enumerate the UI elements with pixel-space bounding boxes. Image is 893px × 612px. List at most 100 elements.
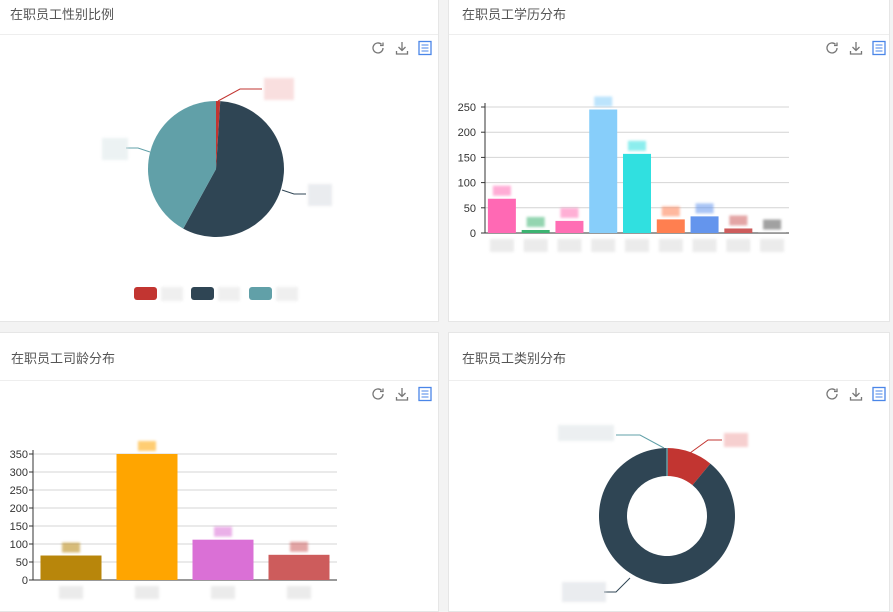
redacted-label (102, 138, 128, 160)
bar-1 (521, 229, 550, 233)
pie-slice-0 (216, 101, 221, 169)
category-label-2 (557, 239, 582, 252)
y-tick-label: 250 (10, 485, 28, 497)
y-tick-label: 250 (458, 102, 476, 114)
bar-1 (116, 454, 178, 580)
bar-value-label-4 (628, 140, 646, 151)
legend-label-0 (161, 287, 183, 301)
bar-6 (690, 216, 719, 233)
category-label-1 (135, 586, 159, 599)
download-icon[interactable] (848, 386, 864, 402)
category-label-4 (625, 239, 649, 252)
bar-value-label-6 (695, 203, 714, 214)
bar-4 (623, 153, 651, 233)
y-tick-label: 300 (10, 467, 28, 479)
data-view-icon[interactable] (871, 386, 887, 402)
bar-2 (192, 539, 254, 580)
panel-header: 在职员工司龄分布 (0, 333, 438, 381)
redacted-label (308, 184, 332, 206)
category-label-6 (692, 239, 717, 252)
panel-title: 在职员工类别分布 (462, 352, 567, 367)
bar-value-label-2 (560, 207, 579, 218)
leader-line (604, 577, 631, 593)
leader-line (126, 147, 151, 153)
legend-swatch-0 (134, 287, 157, 300)
download-icon[interactable] (848, 40, 864, 56)
bar-8 (758, 232, 787, 233)
y-tick-label: 50 (16, 557, 28, 569)
data-view-icon[interactable] (417, 40, 433, 56)
refresh-icon[interactable] (370, 40, 386, 56)
download-icon[interactable] (394, 386, 410, 402)
category-label-8 (760, 239, 785, 252)
chart-toolbox (368, 386, 438, 406)
refresh-icon[interactable] (824, 40, 840, 56)
bar-value-label-7 (729, 215, 748, 226)
y-tick-label: 50 (464, 203, 476, 215)
bar-5 (656, 219, 685, 233)
y-tick-label: 150 (458, 152, 476, 164)
category-label-1 (523, 239, 548, 252)
y-tick-label: 100 (458, 178, 476, 190)
legend-swatch-2 (249, 287, 272, 300)
refresh-icon[interactable] (824, 386, 840, 402)
category-label-0 (489, 239, 514, 252)
panel-header: 在职员工类别分布 (449, 333, 889, 381)
bar-value-label-0 (492, 185, 511, 196)
bar-value-label-0 (62, 542, 80, 553)
bar-value-label-2 (214, 526, 232, 537)
leader-line (281, 189, 306, 195)
category-label-0 (59, 586, 83, 599)
bar-0 (40, 555, 102, 580)
leader-line (689, 439, 722, 454)
y-tick-label: 100 (10, 539, 28, 551)
bar-3 (589, 109, 618, 233)
redacted-label (558, 425, 614, 441)
y-tick-label: 200 (458, 127, 476, 139)
y-tick-label: 350 (10, 449, 28, 461)
category-label-5 (658, 239, 683, 252)
y-tick-label: 150 (10, 521, 28, 533)
category-label-7 (726, 239, 751, 252)
donut-slice-0 (667, 448, 711, 486)
leader-line (217, 88, 262, 102)
bar-0 (487, 198, 516, 233)
panel-header: 在职员工性别比例 (0, 0, 438, 35)
bar-value-label-5 (661, 206, 680, 217)
bar-value-label-1 (138, 441, 156, 451)
refresh-icon[interactable] (370, 386, 386, 402)
bar-value-label-1 (526, 216, 545, 227)
data-view-icon[interactable] (871, 40, 887, 56)
panel-title: 在职员工司龄分布 (11, 352, 116, 367)
bar-value-label-8 (763, 219, 782, 230)
legend-label-2 (276, 287, 298, 301)
bar-value-label-3 (594, 96, 613, 107)
panel-header: 在职员工学历分布 (449, 0, 889, 35)
donut-slice-1 (599, 448, 736, 585)
y-tick-label: 0 (470, 228, 476, 240)
panel-title: 在职员工性别比例 (10, 8, 115, 23)
pie-slice-1 (183, 101, 284, 237)
education-panel: 在职员工学历分布 (448, 0, 890, 322)
bar-7 (724, 228, 753, 233)
bar-2 (555, 220, 584, 233)
redacted-label (264, 78, 294, 100)
category-label-3 (287, 586, 311, 599)
pie-slice-2 (147, 101, 216, 229)
bar-value-label-3 (290, 541, 308, 552)
chart-toolbox (368, 40, 438, 60)
chart-toolbox (819, 386, 889, 406)
data-view-icon[interactable] (417, 386, 433, 402)
chart-toolbox (819, 40, 889, 60)
category-label-2 (211, 586, 235, 599)
panel-title: 在职员工学历分布 (462, 8, 567, 23)
leader-line (616, 434, 665, 449)
redacted-label (562, 582, 606, 602)
y-tick-label: 0 (22, 575, 28, 587)
redacted-label (724, 433, 748, 447)
bar-3 (268, 554, 330, 580)
category-label-3 (591, 239, 616, 252)
download-icon[interactable] (394, 40, 410, 56)
legend-swatch-1 (191, 287, 214, 300)
